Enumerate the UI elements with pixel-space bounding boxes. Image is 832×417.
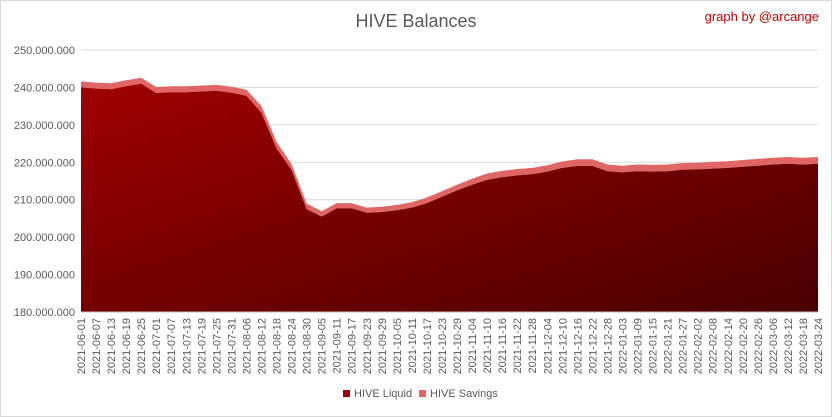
x-tick-label: 2022-01-21 xyxy=(663,318,675,374)
x-tick-label: 2021-07-31 xyxy=(226,318,238,374)
x-tick-label: 2021-12-28 xyxy=(602,318,614,374)
x-tick-label: 2021-10-05 xyxy=(392,318,404,374)
x-tick-label: 2021-07-25 xyxy=(211,318,223,374)
x-tick-label: 2021-08-06 xyxy=(241,318,253,374)
x-tick-label: 2021-07-07 xyxy=(166,318,178,374)
x-tick-label: 2021-06-25 xyxy=(136,318,148,374)
x-tick-label: 2021-09-29 xyxy=(377,318,389,374)
x-tick-label: 2022-01-03 xyxy=(618,318,630,374)
x-tick-label: 2021-09-11 xyxy=(332,318,344,373)
x-tick-label: 2021-12-10 xyxy=(557,318,569,374)
credit-label: graph by @arcange xyxy=(704,9,819,24)
x-tick-label: 2021-11-10 xyxy=(482,318,494,373)
x-tick-label: 2022-01-27 xyxy=(678,318,690,374)
x-tick-label: 2021-12-16 xyxy=(572,318,584,374)
y-tick-label: 240.000.000 xyxy=(14,82,75,94)
x-tick-label: 2022-02-26 xyxy=(753,318,765,374)
x-tick-label: 2021-07-01 xyxy=(151,318,163,374)
x-tick-label: 2022-02-14 xyxy=(723,318,735,374)
y-tick-label: 200.000.000 xyxy=(14,232,75,244)
x-tick-label: 2022-02-02 xyxy=(693,318,705,374)
x-tick-label: 2022-03-18 xyxy=(798,318,810,374)
x-tick-label: 2021-08-18 xyxy=(272,318,284,374)
legend-label-hive-liquid: HIVE Liquid xyxy=(354,388,412,400)
x-tick-label: 2021-09-05 xyxy=(317,318,329,374)
x-tick-label: 2021-10-29 xyxy=(452,318,464,374)
x-tick-label: 2021-06-01 xyxy=(76,318,88,374)
legend-swatch-hive-savings xyxy=(419,390,426,397)
y-tick-label: 190.000.000 xyxy=(14,270,75,282)
x-tick-label: 2022-01-09 xyxy=(633,318,645,374)
x-tick-label: 2021-06-19 xyxy=(121,318,133,374)
x-tick-label: 2021-06-07 xyxy=(91,318,103,374)
x-tick-label: 2021-08-30 xyxy=(302,318,314,374)
x-tick-label: 2021-11-16 xyxy=(497,318,509,373)
legend-swatch-hive-liquid xyxy=(343,390,350,397)
x-tick-label: 2021-11-04 xyxy=(467,318,479,373)
x-tick-label: 2021-08-24 xyxy=(287,318,299,374)
x-tick-label: 2021-10-17 xyxy=(422,318,434,374)
x-tick-label: 2021-11-28 xyxy=(527,318,539,373)
chart-title: HIVE Balances xyxy=(355,11,477,31)
x-tick-label: 2021-09-23 xyxy=(362,318,374,374)
y-tick-label: 250.000.000 xyxy=(14,45,75,57)
y-tick-label: 230.000.000 xyxy=(14,120,75,132)
series-area-hive-liquid xyxy=(81,83,818,312)
x-tick-label: 2021-11-22 xyxy=(512,318,524,373)
x-tick-label: 2021-12-22 xyxy=(587,318,599,374)
x-tick-label: 2021-10-23 xyxy=(437,318,449,374)
x-tick-label: 2021-06-13 xyxy=(106,318,118,374)
y-tick-label: 220.000.000 xyxy=(14,157,75,169)
x-tick-label: 2021-08-12 xyxy=(257,318,269,374)
x-tick-label: 2021-10-11 xyxy=(407,318,419,373)
x-tick-label: 2022-01-15 xyxy=(648,318,660,374)
x-tick-label: 2022-02-20 xyxy=(738,318,750,374)
x-tick-label: 2022-02-08 xyxy=(708,318,720,374)
x-tick-label: 2021-07-19 xyxy=(196,318,208,374)
x-tick-label: 2021-12-04 xyxy=(542,318,554,374)
y-tick-label: 180.000.000 xyxy=(14,307,75,319)
x-tick-label: 2021-09-17 xyxy=(347,318,359,374)
legend-label-hive-savings: HIVE Savings xyxy=(430,388,498,400)
x-tick-label: 2022-03-24 xyxy=(813,318,825,374)
x-tick-label: 2021-07-13 xyxy=(181,318,193,374)
x-tick-label: 2022-03-12 xyxy=(783,318,795,374)
y-tick-label: 210.000.000 xyxy=(14,195,75,207)
series-area-hive-savings xyxy=(81,77,818,217)
x-tick-label: 2022-03-06 xyxy=(768,318,780,374)
